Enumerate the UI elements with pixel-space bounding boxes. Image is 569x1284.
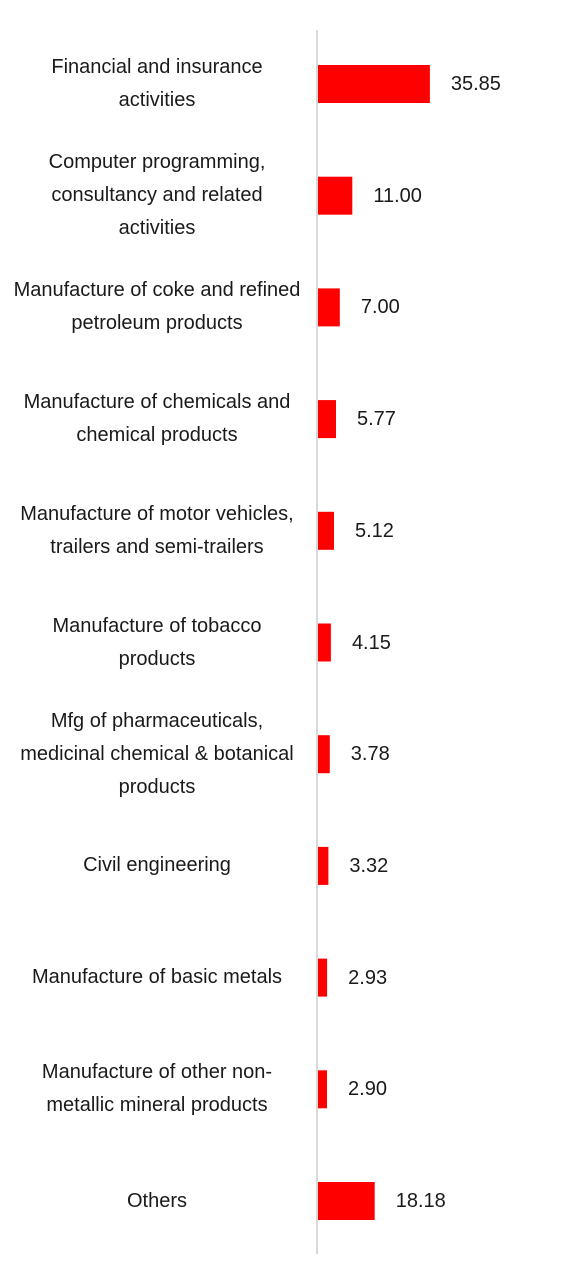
data-label: 7.00	[360, 296, 400, 319]
data-label: 35.85	[450, 73, 501, 95]
category-label: Manufacture of motor vehicles, trailers …	[20, 502, 294, 558]
category-label: Financial and insurance activities	[51, 56, 263, 111]
data-label: 2.93	[348, 966, 388, 989]
data-label: 4.15	[351, 631, 391, 654]
category-label: Mfg of pharmaceuticals, medicinal chemic…	[20, 709, 294, 798]
category-label: Manufacture of basic metals	[31, 966, 283, 989]
category-label: Computer programming, consultancy and re…	[48, 151, 266, 240]
data-label: 5.12	[354, 519, 394, 542]
data-label: 11.00	[373, 184, 422, 207]
bar	[318, 1070, 327, 1109]
category-label: Civil engineering	[83, 854, 231, 877]
bar	[318, 735, 330, 774]
bar	[318, 958, 328, 997]
category-label: Manufacture of chemicals and chemical pr…	[23, 391, 291, 447]
data-label: 5.77	[357, 408, 396, 431]
data-label: 2.90	[348, 1078, 387, 1101]
bar	[318, 176, 353, 215]
bar	[318, 511, 334, 550]
data-label: 3.32	[349, 854, 389, 877]
bar	[318, 623, 331, 662]
category-label: Manufacture of other non-metallic minera…	[41, 1061, 273, 1117]
bar	[318, 400, 336, 439]
data-label: 3.78	[350, 743, 390, 766]
bar	[318, 288, 340, 327]
bar	[318, 1182, 375, 1220]
category-label: Others	[126, 1189, 188, 1212]
data-label: 18.18	[395, 1190, 446, 1212]
bar	[318, 846, 329, 885]
category-label: Manufacture of tobacco products	[52, 614, 262, 670]
category-label: Manufacture of coke and refined petroleu…	[13, 279, 301, 335]
bar	[318, 65, 430, 103]
